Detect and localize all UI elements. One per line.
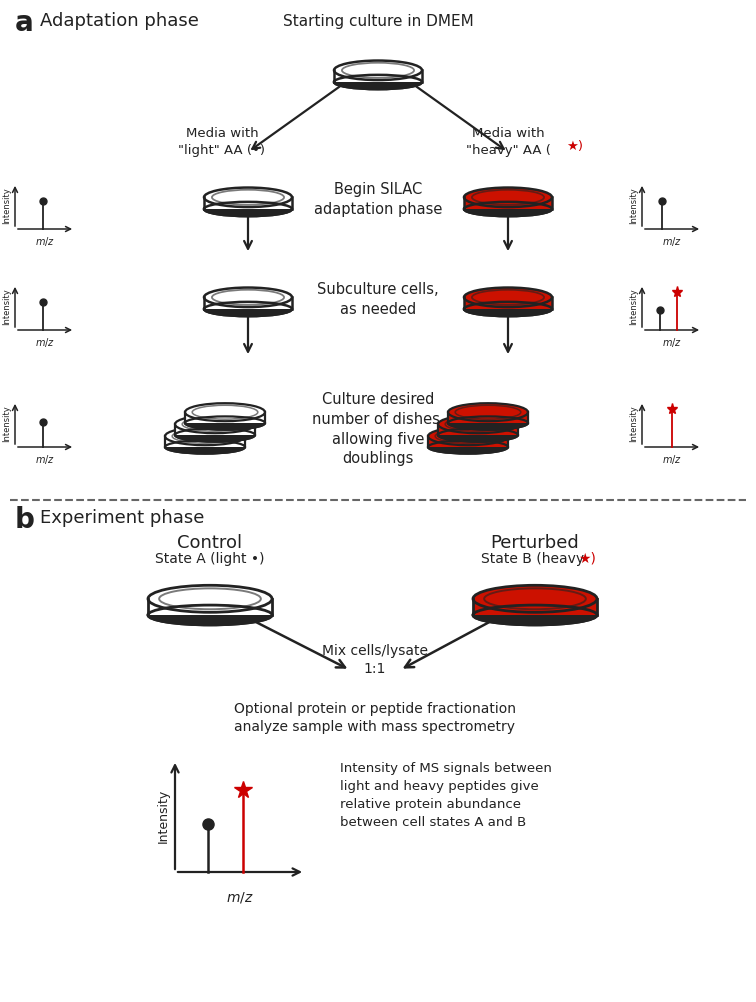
Text: Optional protein or peptide fractionation
analyze sample with mass spectrometry: Optional protein or peptide fractionatio… [234,702,516,734]
Text: $m/z$: $m/z$ [35,336,55,349]
Ellipse shape [448,403,528,421]
Ellipse shape [204,288,292,307]
Ellipse shape [148,605,272,625]
Text: Culture desired
number of dishes,
allowing five
doublings: Culture desired number of dishes, allowi… [311,392,445,466]
Text: b: b [15,506,35,534]
Text: Intensity: Intensity [629,187,638,224]
Text: Intensity of MS signals between
light and heavy peptides give
relative protein a: Intensity of MS signals between light an… [340,762,552,829]
Ellipse shape [464,302,552,317]
Ellipse shape [175,415,255,433]
Ellipse shape [334,60,422,80]
Text: Begin SILAC
adaptation phase: Begin SILAC adaptation phase [314,182,442,216]
Ellipse shape [438,429,518,442]
Polygon shape [204,197,292,209]
Text: Perturbed: Perturbed [491,534,579,552]
Ellipse shape [204,302,292,317]
Polygon shape [185,412,265,423]
Ellipse shape [464,201,552,216]
Text: $m/z$: $m/z$ [662,336,682,349]
Polygon shape [448,412,528,423]
Text: Intensity: Intensity [2,187,11,224]
Ellipse shape [185,403,265,421]
Ellipse shape [185,417,265,430]
Text: Mix cells/lysate
1:1: Mix cells/lysate 1:1 [322,644,428,676]
Polygon shape [175,424,255,435]
Text: Media with
"light" AA (•): Media with "light" AA (•) [178,127,265,157]
Text: Intensity: Intensity [157,789,170,843]
Ellipse shape [175,429,255,442]
Ellipse shape [438,415,518,433]
Text: $m/z$: $m/z$ [662,235,682,248]
Polygon shape [148,599,272,615]
Text: Intensity: Intensity [629,406,638,442]
Ellipse shape [448,417,528,430]
Text: Media with
"heavy" AA (: Media with "heavy" AA ( [466,127,550,157]
Polygon shape [165,436,245,447]
Text: State B (heavy: State B (heavy [482,552,589,566]
Text: Adaptation phase: Adaptation phase [40,12,199,30]
Polygon shape [464,197,552,209]
Ellipse shape [464,187,552,207]
Text: Experiment phase: Experiment phase [40,509,204,527]
Text: State A (light •): State A (light •) [155,552,265,566]
Polygon shape [334,70,422,82]
Text: $m/z$: $m/z$ [35,235,55,248]
Ellipse shape [473,585,597,612]
Ellipse shape [165,441,245,454]
Text: ★): ★) [578,552,596,566]
Polygon shape [204,298,292,309]
Text: Control: Control [178,534,243,552]
Text: Subculture cells,
as needed: Subculture cells, as needed [318,282,438,317]
Text: ★): ★) [566,140,583,153]
Text: $m/z$: $m/z$ [226,890,254,905]
Ellipse shape [334,75,422,89]
Ellipse shape [464,288,552,307]
Text: $m/z$: $m/z$ [662,453,682,466]
Polygon shape [464,298,552,309]
Ellipse shape [204,187,292,207]
Text: Starting culture in DMEM: Starting culture in DMEM [283,14,473,29]
Polygon shape [428,436,508,447]
Ellipse shape [165,427,245,445]
Ellipse shape [473,605,597,625]
Text: Intensity: Intensity [2,289,11,326]
Ellipse shape [428,441,508,454]
Ellipse shape [204,201,292,216]
Ellipse shape [428,427,508,445]
Text: a: a [15,9,34,37]
Ellipse shape [148,585,272,612]
Polygon shape [438,424,518,435]
Polygon shape [473,599,597,615]
Text: Intensity: Intensity [629,289,638,326]
Text: Intensity: Intensity [2,406,11,442]
Text: $m/z$: $m/z$ [35,453,55,466]
